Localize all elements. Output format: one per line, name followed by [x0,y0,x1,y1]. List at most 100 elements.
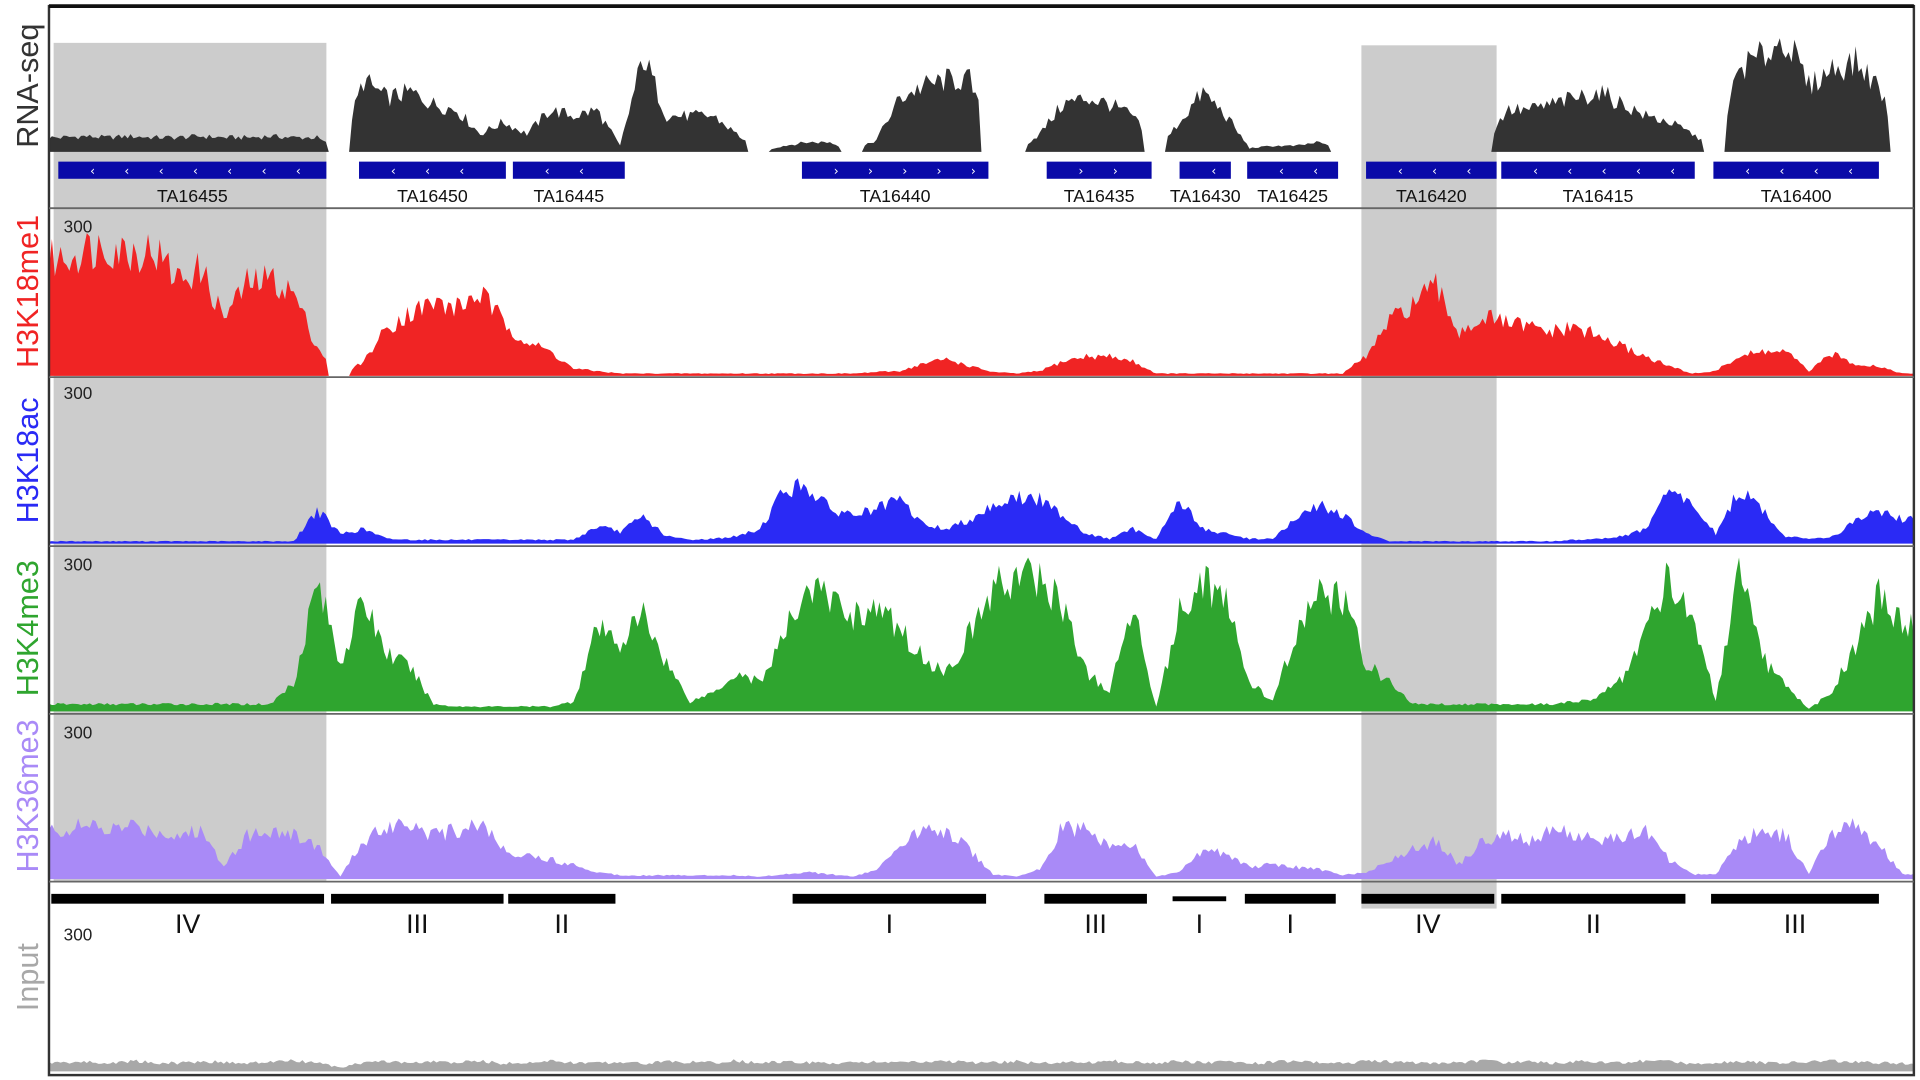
state-bar [1711,893,1879,904]
scale-label: 300 [64,924,93,944]
state-bar [1244,893,1336,904]
gene-ta16400: ‹ ‹ ‹ ‹ TA16400 [1713,161,1879,206]
track-label: H3K36me3 [11,719,45,872]
strand-arrow-icon: ‹ [1313,164,1318,178]
strand-arrow-icon: ‹ [1670,164,1675,178]
signal-area-h3k36me3 [48,818,1914,880]
gene-bar [1179,161,1231,179]
state-label: III [1084,909,1106,939]
gene-ta16445: ‹ ‹ TA16445 [512,161,625,206]
state-bar [1361,893,1495,904]
strand-arrow-icon: ‹ [1398,164,1403,178]
gene-ta16450: ‹ ‹ ‹TA16450 [359,161,506,206]
track-label: H3K4me3 [11,560,45,696]
gene-bar [1713,161,1879,179]
signal-area-h3k18ac [48,478,1914,544]
strand-arrow-icon: ‹ [1780,164,1785,178]
signal-area-h3k18me1 [48,233,1914,376]
gene-bar [359,161,506,179]
strand-arrow-icon: › [1079,164,1084,178]
gene-label: TA16415 [1563,186,1634,206]
strand-arrow-icon: › [902,164,907,178]
track-label: Input [11,943,45,1012]
strand-arrow-icon: ‹ [1848,164,1853,178]
gene-bar [512,161,625,179]
scale-label: 300 [64,555,93,575]
state-label: II [554,909,569,939]
strand-arrow-icon: ‹ [227,164,232,178]
gene-label: TA16420 [1396,186,1467,206]
scale-label: 300 [64,383,93,403]
strand-arrow-icon: ‹ [1636,164,1641,178]
gene-label: TA16455 [157,186,228,206]
state-label: II [1586,909,1601,939]
highlight-region [53,42,327,882]
state-bar [508,893,616,904]
gene-bar [1046,161,1152,179]
strand-arrow-icon: ‹ [1602,164,1607,178]
signal-area-rna-seq [48,38,1914,152]
state-bar [792,893,987,904]
gene-label: TA16435 [1064,186,1135,206]
strand-arrow-icon: ‹ [1432,164,1437,178]
strand-arrow-icon: ‹ [124,164,129,178]
track-frame [47,4,1916,1077]
gene-bar [1366,161,1497,179]
gene-bar [1247,161,1339,179]
gene-ta16415: ‹ ‹ ‹ ‹ ‹TA16415 [1501,161,1695,206]
gene-label: TA16450 [397,186,468,206]
gene-ta16430: ‹ TA16430 [1170,161,1241,206]
signal-area-input [48,1059,1914,1072]
highlight-region [1361,45,1497,909]
strand-arrow-icon: ‹ [391,164,396,178]
strand-arrow-icon: ‹ [1533,164,1538,178]
scale-label: 300 [64,722,93,742]
strand-arrow-icon: › [868,164,873,178]
track-label: RNA-seq [11,24,45,148]
gene-bar [58,161,327,179]
gene-ta16440: › › › › › TA16440 [801,161,989,206]
strand-arrow-icon: › [937,164,942,178]
strand-arrow-icon: ‹ [262,164,267,178]
strand-arrow-icon: › [834,164,839,178]
gene-models: ‹ ‹ ‹ ‹ ‹ ‹ ‹TA16455‹ ‹ ‹TA16450‹ ‹TA16445› › › › ›TA… [58,161,1879,206]
track-label: H3K18ac [11,397,45,523]
strand-arrow-icon: ‹ [425,164,430,178]
state-label: IV [175,909,200,939]
state-label: III [1784,909,1806,939]
gene-bar [801,161,989,179]
strand-arrow-icon: ‹ [1466,164,1471,178]
gene-bar [1501,161,1695,179]
gene-label: TA16400 [1761,186,1832,206]
gene-ta16420: ‹ ‹ ‹ TA16420 [1366,161,1497,206]
gene-ta16425: ‹ ‹ TA16425 [1247,161,1339,206]
scale-label: 300 [64,217,93,237]
signal-tracks [48,38,1914,1072]
state-bar [51,893,325,904]
strand-arrow-icon: ‹ [159,164,164,178]
state-label: IV [1415,909,1440,939]
strand-arrow-icon: › [1113,164,1118,178]
state-label: I [886,909,893,939]
gene-ta16455: ‹ ‹ ‹ ‹ ‹ ‹ ‹ TA16455 [58,161,327,206]
strand-arrow-icon: ‹ [1814,164,1819,178]
strand-arrow-icon: › [971,164,976,178]
strand-arrow-icon: ‹ [90,164,95,178]
gene-label: TA16430 [1170,186,1241,206]
state-bar [1044,893,1147,904]
strand-arrow-icon: ‹ [545,164,550,178]
strand-arrow-icon: ‹ [1567,164,1572,178]
highlight-regions [53,42,1497,909]
strand-arrow-icon: ‹ [1211,164,1216,178]
chromatin-states: IV III II I III I I IV II III [51,893,1879,939]
gene-label: TA16425 [1257,186,1328,206]
strand-arrow-icon: ‹ [296,164,301,178]
strand-arrow-icon: ‹ [459,164,464,178]
gene-label: TA16440 [860,186,931,206]
state-label: III [406,909,428,939]
strand-arrow-icon: ‹ [1279,164,1284,178]
state-label: I [1196,909,1203,939]
state-label: I [1287,909,1294,939]
state-bar [331,893,504,904]
